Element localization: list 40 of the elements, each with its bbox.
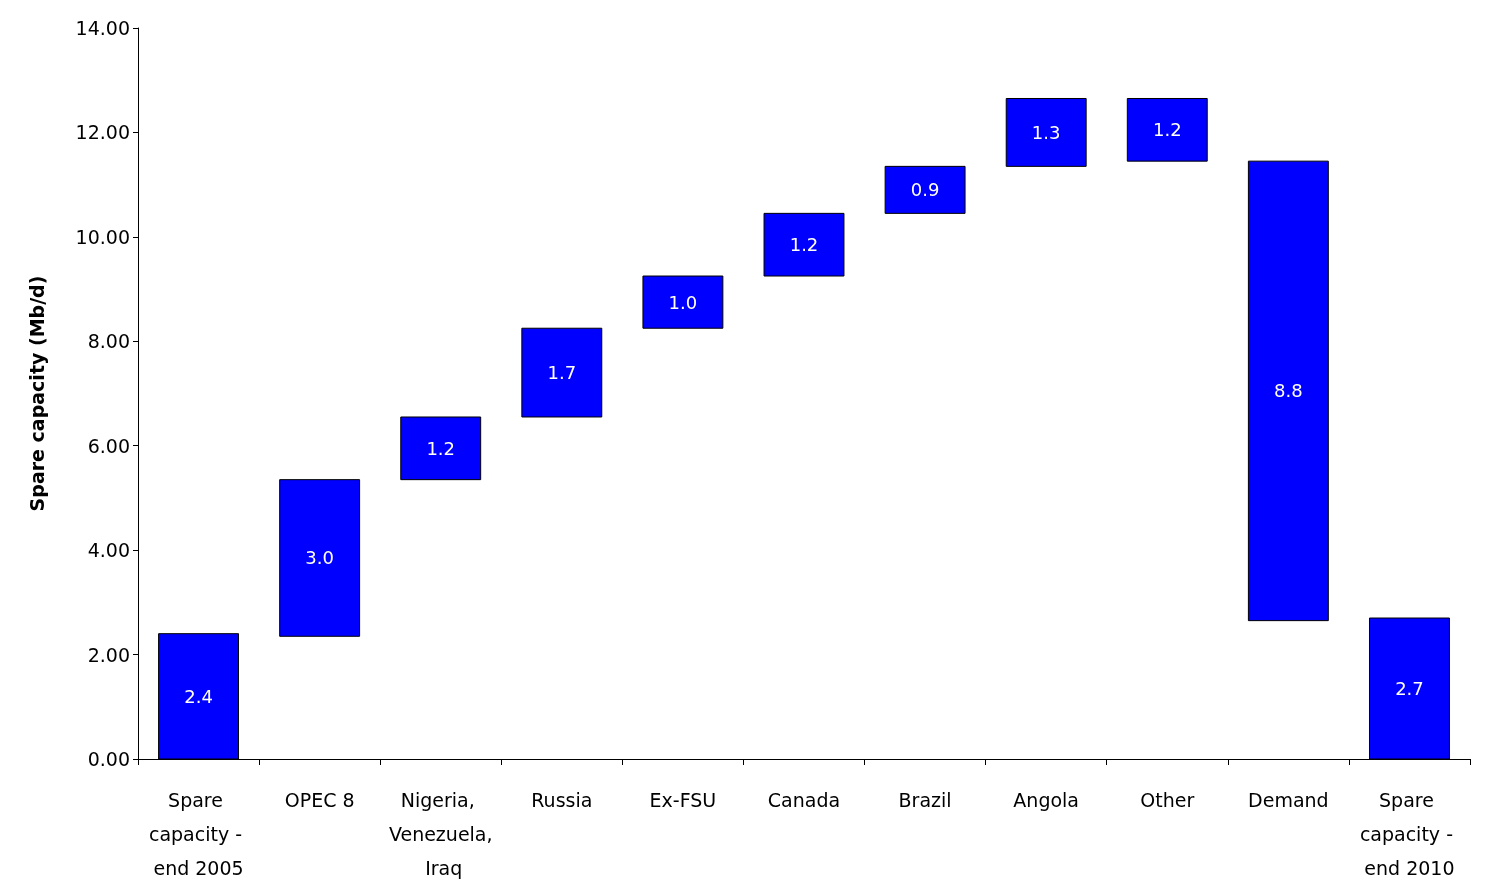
bar xyxy=(400,416,482,481)
bar xyxy=(642,275,724,329)
data-label: 1.3 xyxy=(1031,121,1061,143)
data-label: 1.2 xyxy=(426,437,456,459)
y-axis-title: Spare capacity (Mb/d) xyxy=(25,275,48,512)
x-tick-label: OPEC 8 xyxy=(284,789,355,811)
y-tick-label: 4.00 xyxy=(87,539,130,562)
y-tick-label: 10.00 xyxy=(75,225,130,248)
data-label: 2.4 xyxy=(184,685,213,707)
x-tick-label: Brazil xyxy=(898,789,952,811)
bar xyxy=(1126,97,1208,162)
data-label: 1.0 xyxy=(668,291,698,313)
x-tick-label: Russia xyxy=(531,789,593,811)
data-label: 1.7 xyxy=(547,362,577,384)
x-tick-label: Other xyxy=(1140,789,1195,811)
x-tick-label: Canada xyxy=(767,789,841,811)
y-tick-label: 0.00 xyxy=(87,748,130,770)
y-tick-label: 6.00 xyxy=(87,434,130,457)
x-tick-label: Ex-FSU xyxy=(649,789,717,811)
bar xyxy=(521,327,603,418)
data-label: 0.9 xyxy=(910,179,940,201)
data-label: 8.8 xyxy=(1274,380,1303,402)
data-label: 3.0 xyxy=(305,547,334,569)
data-label: 1.2 xyxy=(789,234,819,256)
data-label: 2.7 xyxy=(1395,678,1424,700)
data-label: 1.2 xyxy=(1152,119,1182,141)
bar xyxy=(884,165,966,214)
bar xyxy=(763,212,845,277)
x-tick-label: Nigeria, Venezuela, Iraq xyxy=(388,789,493,879)
x-tick-label: Spare capacity - end 2005 xyxy=(148,789,249,879)
x-tick-label: Spare capacity - end 2010 xyxy=(1359,789,1460,879)
bar xyxy=(1247,160,1329,622)
bar xyxy=(1005,97,1087,167)
x-tick-label: Angola xyxy=(1013,789,1080,811)
y-tick-label: 14.00 xyxy=(75,17,130,39)
bar xyxy=(279,479,361,637)
y-tick-label: 12.00 xyxy=(75,121,130,144)
x-tick-label: Demand xyxy=(1248,789,1329,811)
y-tick-label: 8.00 xyxy=(87,330,130,353)
y-tick-label: 2.00 xyxy=(87,643,130,666)
